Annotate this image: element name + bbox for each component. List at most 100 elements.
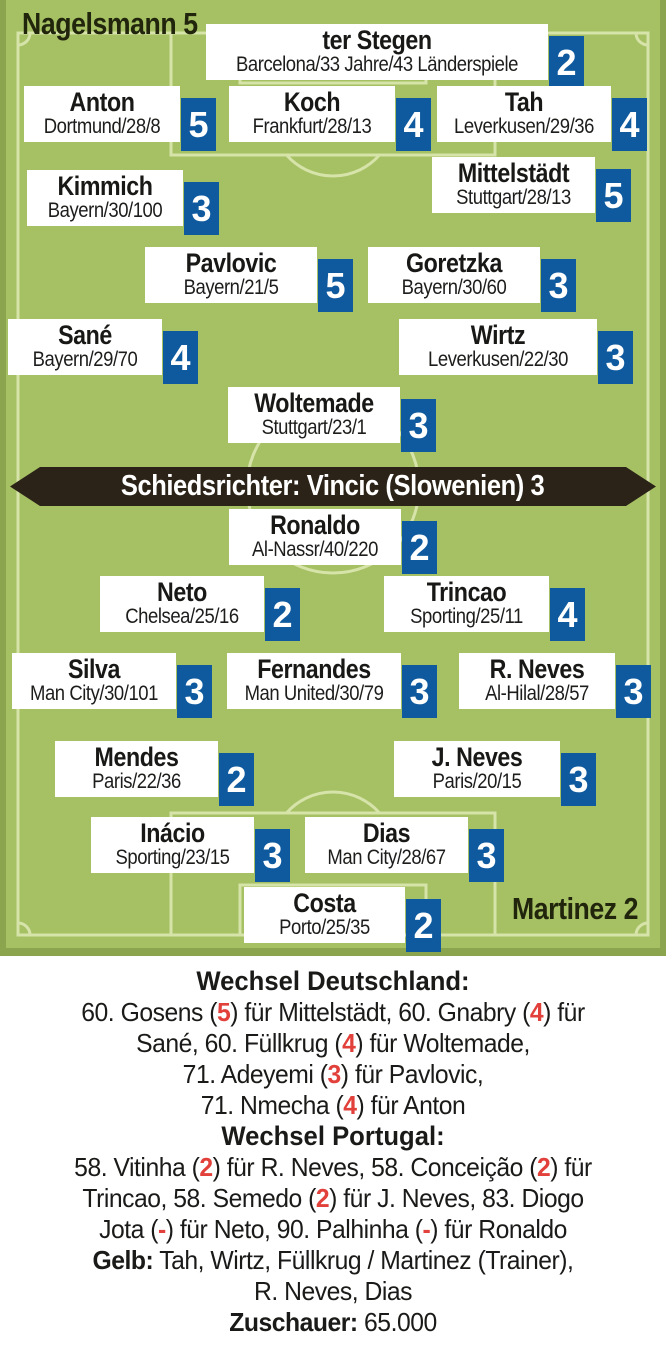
player-card: Dias Man City/28/67 3 [305,817,504,882]
player-name: Dias [362,818,411,848]
player-name: Woltemade [254,388,374,418]
player-card: ter Stegen Barcelona/33 Jahre/43 Länders… [206,24,584,89]
player-name: Inácio [140,818,205,848]
player-card: Sané Bayern/29/70 4 [8,319,198,384]
player-rating-badge: 5 [181,98,216,151]
notes-text-line: Sané, 60. Füllkrug (4) für Woltemade, [136,1028,530,1058]
player-info: Sporting/25/11 [410,605,523,628]
player-card: J. Neves Paris/20/15 3 [394,741,596,806]
player-name: Wirtz [470,320,526,350]
player-info: Dortmund/28/8 [43,115,161,138]
player-rating-badge: 4 [163,331,198,384]
player-info: Bayern/21/5 [183,276,279,299]
player-card: Mendes Paris/22/36 2 [55,741,254,806]
player-rating-badge: 2 [402,521,437,574]
player-info: Al-Hilal/28/57 [485,682,589,705]
player-name: ter Stegen [322,25,432,55]
notes-text-line: Gelb: Tah, Wirtz, Füllkrug / Martinez (T… [92,1245,574,1275]
player-name: Neto [157,577,207,607]
notes-heading: Wechsel Portugal: [221,1121,445,1151]
player-rating-badge: 3 [469,829,504,882]
player-card: Costa Porto/25/35 2 [244,887,441,952]
player-rating-badge: 3 [541,259,576,312]
player-name: Kimmich [57,171,153,201]
player-rating-badge: 2 [265,588,300,641]
player-info: Man United/30/79 [244,682,384,705]
player-name: Sané [58,320,112,350]
player-name: J. Neves [431,742,523,772]
player-rating-badge: 3 [616,665,651,718]
player-info: Al-Nassr/40/220 [252,538,378,561]
player-rating-badge: 3 [598,331,633,384]
player-info: Paris/22/36 [92,770,181,793]
player-info: Chelsea/25/16 [125,605,239,628]
referee-banner-text: Schiedsrichter: Vincic (Slowenien) 3 [121,470,545,502]
player-card: Neto Chelsea/25/16 2 [100,576,300,641]
player-info: Paris/20/15 [432,770,522,793]
player-info: Porto/25/35 [279,916,370,939]
player-card: Fernandes Man United/30/79 3 [227,653,437,718]
player-info: Bayern/30/60 [401,276,507,299]
player-name: Costa [293,888,356,918]
player-name: Trincao [426,577,507,607]
player-card: Goretzka Bayern/30/60 3 [368,247,576,312]
away-coach-rating: Martinez 2 [512,891,639,926]
player-card: Tah Leverkusen/29/36 4 [437,86,647,151]
player-name: Mittelstädt [457,158,570,188]
notes-text-line: 71. Nmecha (4) für Anton [200,1090,466,1120]
player-card: Ronaldo Al-Nassr/40/220 2 [229,509,437,574]
player-card: Anton Dortmund/28/8 5 [24,86,216,151]
player-name: Fernandes [257,654,371,684]
match-notes: Wechsel Deutschland: 60. Gosens (5) für M… [0,966,666,1338]
player-name: Mendes [94,742,179,772]
player-card: Pavlovic Bayern/21/5 5 [145,247,353,312]
player-card: Trincao Sporting/25/11 4 [384,576,585,641]
notes-text-line: Trincao, 58. Semedo (2) für J. Neves, 83… [82,1183,584,1213]
player-card: Koch Frankfurt/28/13 4 [229,86,431,151]
player-name: Tah [504,87,544,117]
player-name: Ronaldo [270,510,360,540]
player-rating-badge: 3 [561,753,596,806]
player-info: Sporting/23/15 [115,846,230,869]
player-info: Frankfurt/28/13 [252,115,372,138]
player-rating-badge: 3 [184,182,219,235]
player-info: Stuttgart/28/13 [456,186,571,209]
player-info: Man City/30/101 [30,682,158,705]
notes-heading: Wechsel Deutschland: [196,966,470,996]
notes-text-line: 71. Adeyemi (3) für Pavlovic, [182,1059,484,1089]
notes-text-line: Jota (-) für Neto, 90. Palhinha (-) für … [99,1214,567,1244]
player-info: Man City/28/67 [327,846,446,869]
player-rating-badge: 2 [549,36,584,89]
referee-banner: Schiedsrichter: Vincic (Slowenien) 3 [10,467,656,506]
player-card: Inácio Sporting/23/15 3 [91,817,290,882]
player-name: Goretzka [406,248,502,278]
player-card: Kimmich Bayern/30/100 3 [27,170,219,235]
player-card: Wirtz Leverkusen/22/30 3 [399,319,633,384]
player-info: Leverkusen/22/30 [428,348,568,371]
notes-text-line: Zuschauer: 65.000 [229,1307,437,1337]
player-name: Koch [283,87,341,117]
player-info: Stuttgart/23/1 [261,416,367,439]
player-info: Bayern/29/70 [32,348,138,371]
player-rating-badge: 3 [177,665,212,718]
player-rating-badge: 3 [402,665,437,718]
home-coach-rating: Nagelsmann 5 [22,6,198,41]
player-card: Silva Man City/30/101 3 [12,653,212,718]
player-info: Bayern/30/100 [47,199,163,222]
player-rating-badge: 3 [255,829,290,882]
player-name: Silva [67,654,121,684]
notes-text-line: 58. Vitinha (2) für R. Neves, 58. Concei… [74,1152,592,1182]
player-name: Pavlovic [185,248,277,278]
player-card: R. Neves Al-Hilal/28/57 3 [459,653,651,718]
player-name: R. Neves [489,654,585,684]
player-rating-badge: 4 [550,588,585,641]
notes-text-line: R. Neves, Dias [253,1276,413,1306]
player-rating-badge: 4 [612,98,647,151]
player-rating-badge: 5 [596,169,631,222]
player-rating-badge: 2 [406,899,441,952]
player-name: Anton [69,87,135,117]
player-rating-badge: 4 [396,98,431,151]
player-card: Mittelstädt Stuttgart/28/13 5 [432,157,631,222]
player-rating-badge: 3 [401,399,436,452]
